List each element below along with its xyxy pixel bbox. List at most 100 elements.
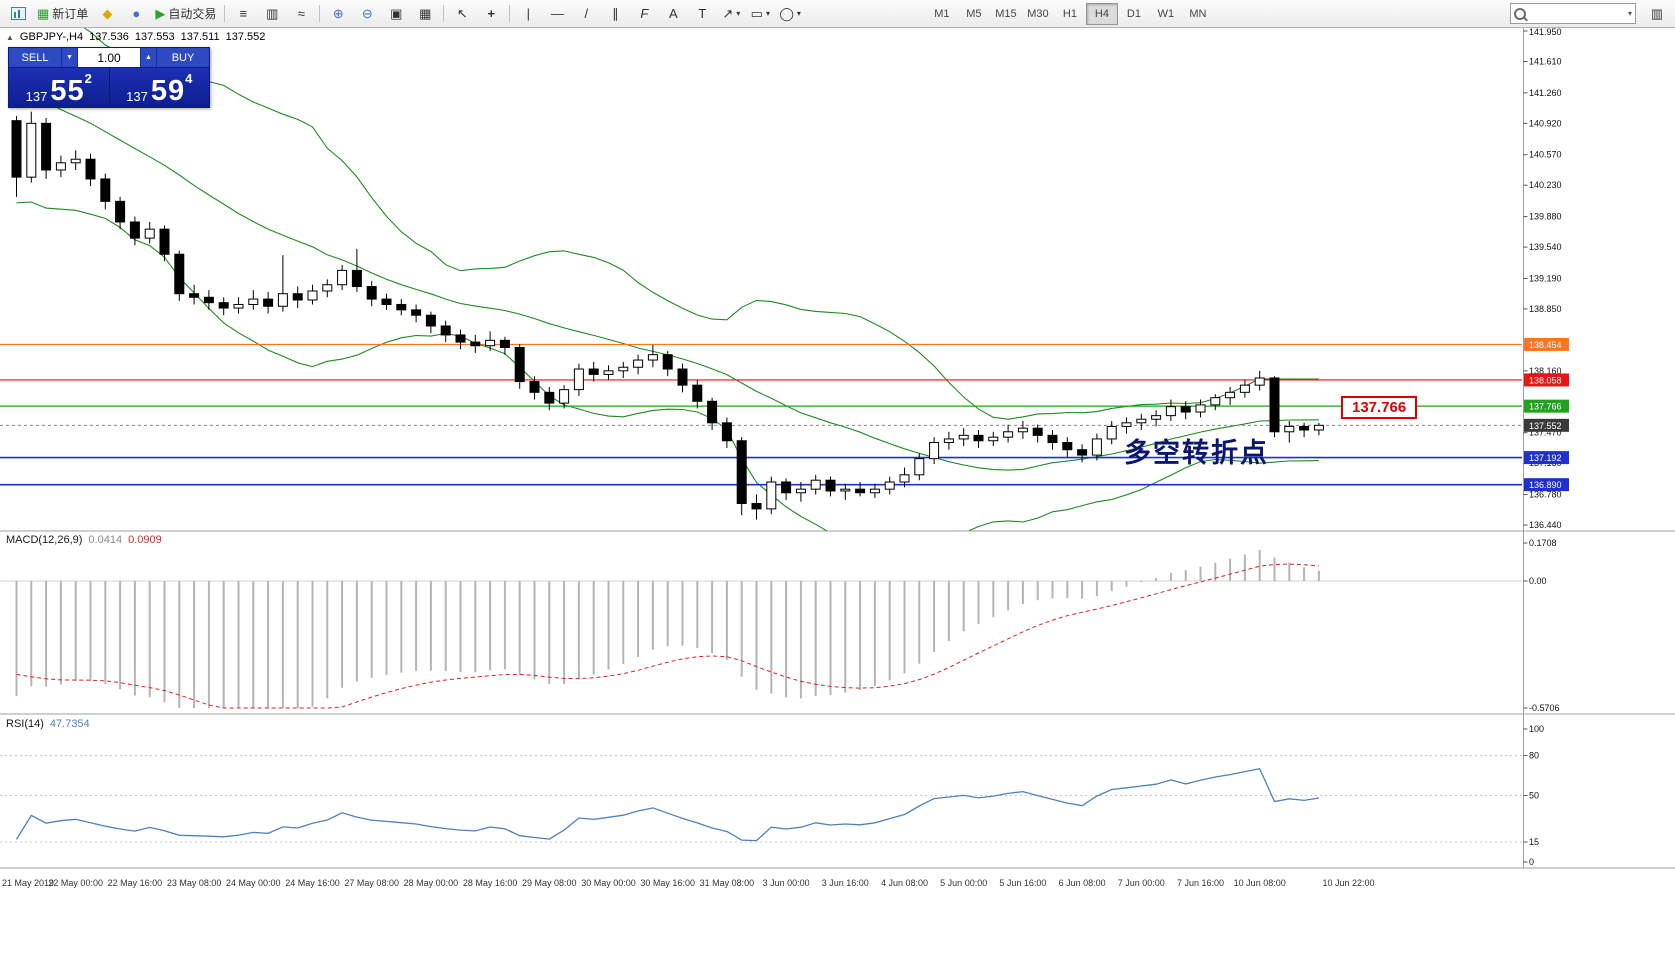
channel-button[interactable]: ∥ [601,2,629,26]
zoom-out-button[interactable]: ⊖ [353,2,381,26]
candle-body [263,298,274,307]
tab-timeframe-m1[interactable]: M1 [934,7,950,20]
bid-price-button[interactable]: 137 55 2 [9,68,110,107]
candle-body [174,253,185,295]
time-axis-label: 24 May 00:00 [226,878,281,888]
price-badge-label: 137.192 [1529,453,1562,463]
panel-toggle-button[interactable]: ▥ [1643,2,1671,26]
text-tool-button[interactable]: A [659,2,687,26]
volume-decrease-button[interactable]: ▼ [61,48,78,67]
chart-window-button[interactable] [4,2,32,26]
candle-body [1121,422,1132,427]
tab-timeframe-m30[interactable]: M30 [1027,7,1049,20]
symbol-title: GBPJPY-,H4 [19,31,84,43]
candle-body [1180,406,1191,413]
candle-body [100,178,111,202]
tile-windows-button[interactable]: ▣ [382,2,410,26]
tab-timeframe-h1[interactable]: H1 [1062,7,1077,20]
tab-timeframe-h4[interactable]: H4 [1085,2,1118,25]
bar-chart-button[interactable]: ≡ [229,2,257,26]
macd-axis-label: 0.00 [1529,576,1547,586]
candle-body [647,354,658,361]
price-tick-label: 139.540 [1529,242,1562,252]
candle-body [573,368,584,391]
tab-timeframe-mn[interactable]: MN [1189,7,1207,20]
shapes-button[interactable]: ▭ ▾ [746,2,774,26]
cursor-button[interactable]: ↖ [448,2,476,26]
chevron-down-icon: ▾ [765,8,770,18]
candle-body [677,368,688,386]
toolbar-separator [319,5,321,22]
price-badge-label: 138.454 [1529,340,1562,350]
search-input[interactable] [1529,6,1625,21]
candle-body [1003,431,1014,438]
turning-point-annotation: 多空转折点 [1124,438,1269,468]
ellipse-button[interactable]: ◯ ▾ [775,2,805,26]
candle-body [721,422,732,442]
candle-body [1077,449,1088,456]
candle-body [751,503,762,510]
accounts-button[interactable]: ● [122,2,150,26]
candle-body [855,488,866,494]
macd-axis-label: -0.5706 [1529,703,1560,713]
search-chevron-icon[interactable]: ▾ [1627,8,1632,18]
line-chart-button[interactable]: ≈ [287,2,315,26]
accounts-icon: ● [132,6,141,21]
zoom-in-button[interactable]: ⊕ [324,2,352,26]
vertical-line-button[interactable]: | [514,2,542,26]
macd-signal-value: 0.0909 [128,534,162,546]
candle-body [485,339,496,347]
candle-body [795,488,806,494]
tab-timeframe-m5[interactable]: M5 [966,7,982,20]
volume-input[interactable]: 1.00 [78,48,140,67]
time-axis-label: 22 May 00:00 [48,878,103,888]
candle-body [633,359,644,368]
collapse-quote-panel-icon[interactable]: ▲ [6,32,14,42]
candlestick-chart-button[interactable]: ▥ [258,2,286,26]
label-tool-button[interactable]: T [688,2,716,26]
candle-body [618,366,629,372]
volume-increase-button[interactable]: ▲ [140,48,157,67]
horizontal-line-button[interactable]: — [543,2,571,26]
sell-button[interactable]: SELL [21,51,49,64]
candle-body [366,286,377,300]
ask-price-big: 59 [150,75,186,107]
trendline-button[interactable]: / [572,2,600,26]
tab-timeframe-m15[interactable]: M15 [995,7,1017,20]
autotrading-icon: ▶ [155,6,166,21]
tab-timeframe-d1[interactable]: D1 [1126,7,1141,20]
rsi-header: RSI(14) 47.7354 [6,718,90,730]
autotrading-button[interactable]: ▶ 自动交易 [151,2,220,26]
chart-canvas[interactable]: 141.950 141.610 141.260 140.920 140.570 140.2… [0,27,1675,953]
time-axis-label: 24 May 16:00 [285,878,340,888]
price-flag-label[interactable]: 137.766 [1341,396,1418,419]
arrow-tool-button[interactable]: ↗ ▾ [717,2,745,26]
fibonacci-button[interactable]: F [630,2,658,26]
timeframe-group: M1 M5 M15 M30 H1 H4 D1 W1 MN [926,2,1214,25]
new-order-button[interactable]: ▦ 新订单 [33,2,92,26]
high-value: 137.553 [134,31,175,43]
price-badge [1524,399,1569,413]
grid-button[interactable]: ▦ [411,2,439,26]
candle-body [544,391,555,404]
buy-button[interactable]: BUY [171,51,195,64]
candle-body [411,309,422,316]
chevron-down-icon: ▾ [796,8,801,18]
time-axis-label: 30 May 16:00 [640,878,695,888]
candle-body [514,346,525,383]
time-axis-label: 10 Jun 08:00 [1234,878,1286,888]
time-axis-label: 10 Jun 22:00 [1322,878,1374,888]
ask-price-button[interactable]: 137 59 4 [109,68,209,107]
time-axis-label: 23 May 08:00 [167,878,222,888]
candle-body [337,269,348,286]
crosshair-button[interactable]: + [477,2,505,26]
candle-body [203,296,214,304]
candle-body [396,303,407,311]
candle-body [973,434,984,442]
price-badge [1524,337,1569,351]
mql-market-button[interactable]: ◆ [93,2,121,26]
candle-body [1195,404,1206,413]
candle-body [736,440,747,505]
candle-body [292,293,303,301]
tab-timeframe-w1[interactable]: W1 [1157,7,1175,20]
